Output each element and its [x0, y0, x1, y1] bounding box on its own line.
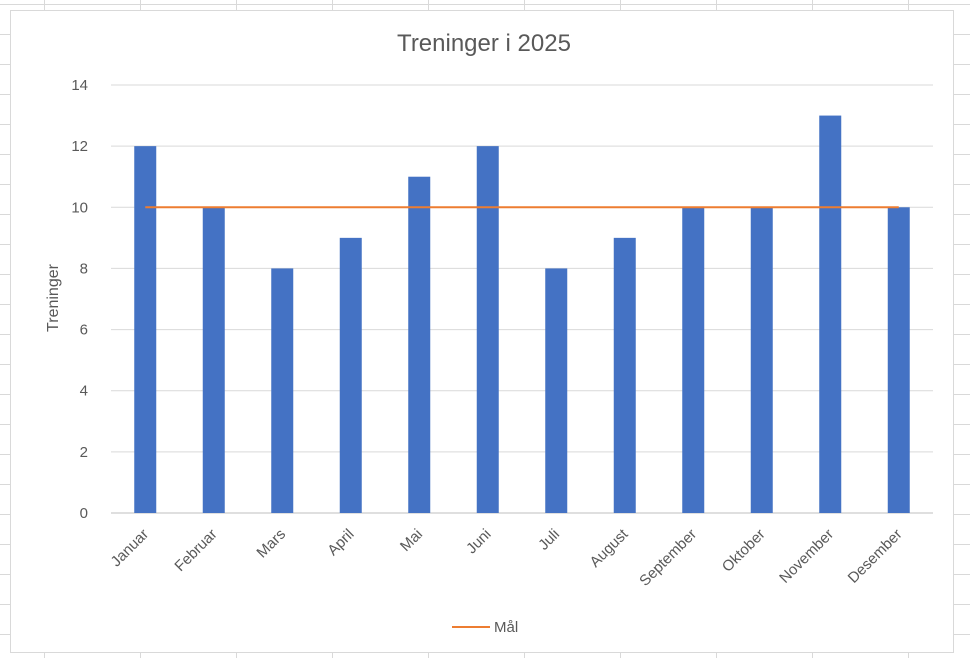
x-tick-label: Juni — [463, 526, 494, 557]
y-tick-label: 0 — [80, 505, 88, 522]
bar-oktober[interactable] — [750, 207, 773, 514]
y-axis-ticks: 0 2 4 6 8 10 12 14 — [71, 77, 88, 522]
gridlines — [111, 84, 933, 514]
chart-area[interactable]: Treninger i 2025 Treninger 0 2 4 6 8 10 12 14 J… — [10, 10, 954, 653]
bar-mai[interactable] — [408, 176, 431, 513]
bar-desember[interactable] — [887, 207, 910, 514]
bar-april[interactable] — [339, 237, 362, 513]
y-tick-label: 2 — [80, 444, 88, 461]
bar-juni[interactable] — [476, 146, 499, 513]
x-tick-label: November — [776, 526, 837, 587]
x-tick-label: Desember — [845, 526, 906, 587]
bar-september[interactable] — [682, 207, 705, 514]
y-tick-label: 14 — [71, 77, 88, 94]
chart-title: Treninger i 2025 — [397, 30, 571, 57]
x-tick-label: Oktober — [719, 526, 769, 576]
bar-august[interactable] — [613, 237, 636, 513]
x-tick-label: Januar — [108, 526, 152, 570]
x-tick-label: August — [587, 525, 633, 571]
legend: Mål — [452, 619, 518, 636]
y-tick-label: 8 — [80, 260, 88, 277]
y-tick-label: 12 — [71, 138, 88, 155]
bar-februar[interactable] — [202, 207, 225, 514]
bar-mars[interactable] — [271, 268, 294, 513]
chart-svg: Treninger i 2025 Treninger 0 2 4 6 8 10 12 14 J… — [45, 30, 933, 636]
bar-november[interactable] — [819, 115, 842, 514]
bars — [134, 115, 910, 514]
x-tick-label: Mars — [253, 526, 289, 562]
y-tick-label: 4 — [80, 383, 88, 400]
y-tick-label: 6 — [80, 322, 88, 339]
bar-juli[interactable] — [545, 268, 568, 513]
x-tick-label: Februar — [171, 526, 220, 575]
x-tick-label: September — [636, 526, 700, 590]
x-axis-ticks: Januar Februar Mars April Mai Juni Juli August S… — [108, 525, 906, 589]
y-tick-label: 10 — [71, 199, 88, 216]
y-axis-title: Treninger — [45, 263, 62, 332]
legend-label: Mål — [494, 619, 518, 636]
bar-januar[interactable] — [134, 146, 157, 513]
x-tick-label: Juli — [535, 526, 563, 554]
x-tick-label: April — [324, 526, 357, 559]
x-tick-label: Mai — [397, 526, 426, 555]
